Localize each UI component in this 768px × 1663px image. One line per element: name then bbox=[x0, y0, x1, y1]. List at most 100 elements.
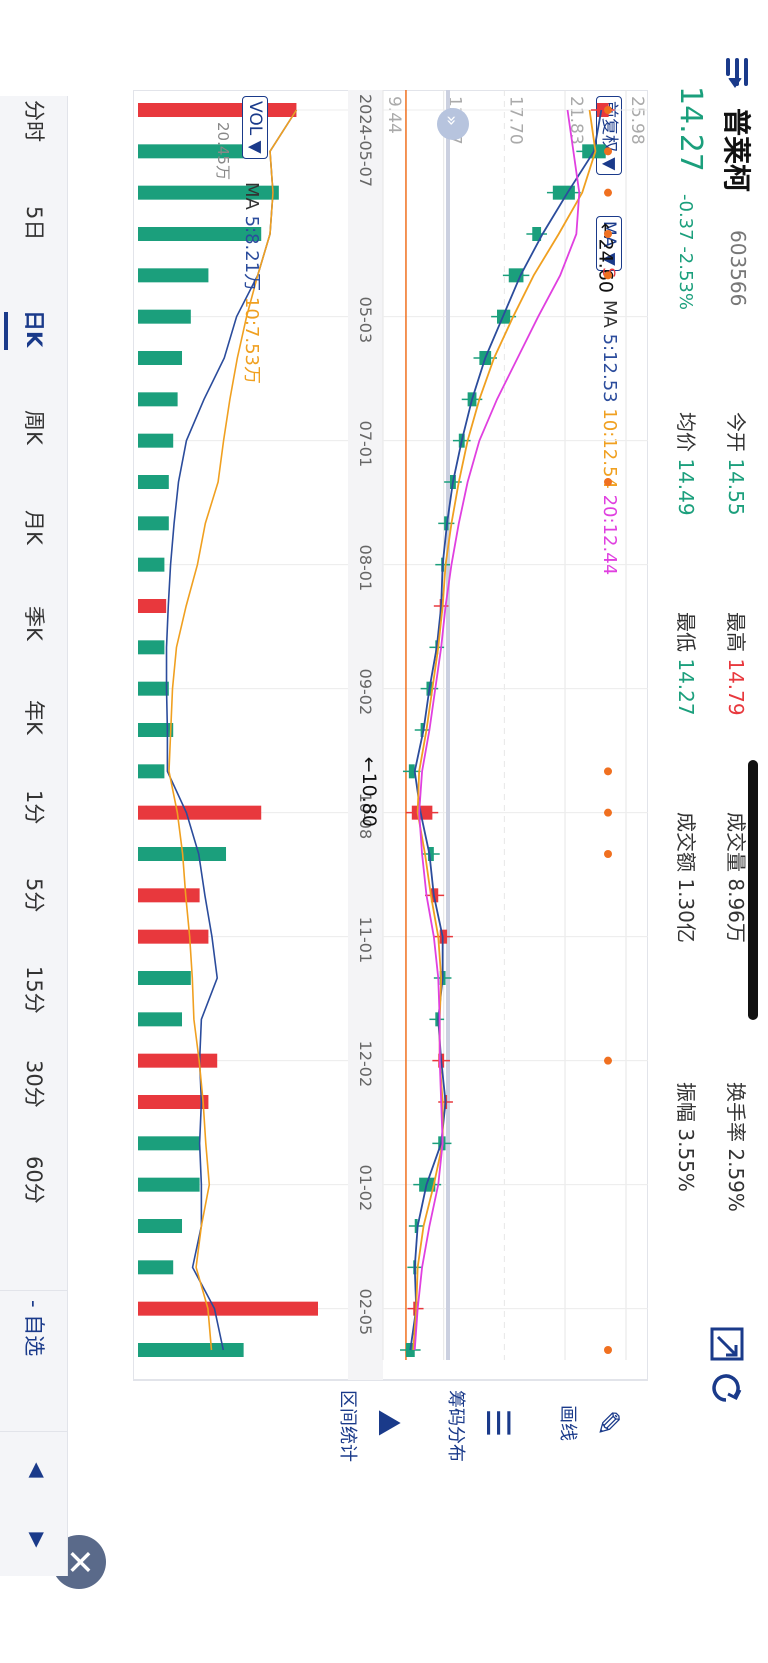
stat-5: 最低 14.27 bbox=[674, 612, 698, 716]
vol-legend: MA 5:8.21万 10:7.53万 bbox=[241, 182, 262, 384]
stock-name: 普莱柯 bbox=[720, 108, 753, 193]
event-dot-7 bbox=[604, 808, 612, 817]
home-indicator bbox=[748, 760, 758, 1020]
x-tick-4: 09-02 bbox=[356, 669, 375, 716]
volume-bar-29 bbox=[138, 1301, 318, 1316]
x-tick-7: 12-02 bbox=[356, 1041, 375, 1088]
refresh-icon[interactable] bbox=[706, 1368, 746, 1408]
event-dot-4 bbox=[604, 271, 612, 280]
chip-distribution-label[interactable]: 筹码分布 bbox=[445, 1390, 466, 1462]
volume-bar-13 bbox=[137, 640, 165, 655]
stat-1: 最高 14.79 bbox=[724, 612, 748, 716]
scroll-handle bbox=[437, 108, 469, 140]
tab-6[interactable]: 年K bbox=[22, 700, 46, 735]
event-dot-1 bbox=[604, 147, 612, 156]
stock-code: 603566 bbox=[726, 230, 750, 307]
tab-2[interactable]: 日K bbox=[22, 310, 46, 348]
volume-bar-30 bbox=[138, 1343, 244, 1357]
candle-body-16 bbox=[408, 764, 415, 779]
tab-4[interactable]: 月K bbox=[22, 510, 46, 545]
fullscreen-icon[interactable] bbox=[706, 1325, 746, 1365]
y-tick-2: 17.70 bbox=[505, 96, 525, 145]
volume-bar-20 bbox=[138, 929, 209, 944]
stat-7: 振幅 3.55% bbox=[674, 1082, 698, 1192]
volume-bar-17 bbox=[138, 805, 262, 820]
volume-bar-11 bbox=[137, 557, 165, 572]
vol-max-label: 20.45万 bbox=[214, 122, 232, 180]
vol-dropdown[interactable]: VOL ▼ bbox=[242, 96, 268, 159]
volume-bar-26 bbox=[137, 1177, 200, 1192]
volume-bar-24 bbox=[138, 1095, 209, 1109]
stat-6: 成交额 1.30亿 bbox=[674, 812, 698, 943]
tab-0[interactable]: 分时 bbox=[22, 100, 46, 142]
ma-line-MA5 bbox=[409, 109, 603, 1351]
draw-line-icon[interactable]: ✎ bbox=[589, 1409, 627, 1437]
volume-bar-0 bbox=[138, 103, 297, 117]
event-dot-5 bbox=[604, 478, 612, 486]
volume-bar-10 bbox=[138, 516, 169, 531]
x-tick-0: 2024-05-07 bbox=[356, 94, 375, 187]
tab-1[interactable]: 5日 bbox=[22, 206, 46, 241]
event-dot-6 bbox=[604, 767, 612, 776]
add-watchlist-button[interactable]: - 自选 bbox=[22, 1300, 46, 1357]
volume-bar-19 bbox=[137, 888, 200, 903]
volume-bar-14 bbox=[138, 681, 169, 696]
x-tick-6: 11-01 bbox=[356, 917, 375, 964]
x-tick-3: 08-01 bbox=[356, 545, 375, 592]
volume-bar-15 bbox=[138, 723, 174, 737]
volume-bar-7 bbox=[137, 392, 178, 407]
tab-3[interactable]: 周K bbox=[22, 410, 46, 445]
event-dot-0 bbox=[604, 106, 612, 114]
scroll-handle-icon: » bbox=[441, 115, 462, 126]
volume-bar-27 bbox=[137, 1219, 183, 1233]
volume-bar-3 bbox=[138, 227, 262, 241]
event-dot-9 bbox=[604, 1056, 612, 1065]
chip-distribution-icon[interactable]: ☰ bbox=[479, 1408, 517, 1438]
volume-bar-5 bbox=[138, 309, 191, 324]
volume-bar-21 bbox=[138, 971, 191, 985]
vol-ma-line-5 bbox=[165, 109, 298, 1351]
x-tick-9: 02-05 bbox=[356, 1289, 375, 1336]
volume-bar-8 bbox=[138, 433, 174, 448]
x-axis-band bbox=[348, 90, 383, 1380]
tab-10[interactable]: 30分 bbox=[22, 1060, 46, 1108]
range-stats-label[interactable]: 区间统计 bbox=[337, 1390, 358, 1462]
stock-change: -0.37 -2.53% bbox=[675, 194, 696, 310]
tab-9[interactable]: 15分 bbox=[22, 966, 46, 1014]
tab-8[interactable]: 5分 bbox=[22, 878, 46, 913]
tab-11[interactable]: 60分 bbox=[22, 1156, 46, 1204]
low-marker: ←10.80 bbox=[358, 757, 380, 827]
vol-ma-line-10 bbox=[168, 109, 298, 1351]
volume-bar-23 bbox=[137, 1053, 218, 1068]
stat-3: 换手率 2.59% bbox=[724, 1082, 748, 1212]
tab-7[interactable]: 1分 bbox=[22, 790, 46, 825]
prev-stock-button[interactable]: ◀ bbox=[26, 1462, 50, 1478]
side-tools: ✎ 画线 ☰ 筹码分布 ⛰ 区间统计 bbox=[133, 1380, 648, 1631]
candle-body-22 bbox=[435, 1012, 439, 1027]
volume-bar-25 bbox=[137, 1136, 200, 1151]
event-dot-10 bbox=[604, 1346, 612, 1354]
draw-line-label[interactable]: 画线 bbox=[557, 1405, 578, 1441]
volume-bar-16 bbox=[137, 764, 165, 779]
stat-4: 均价 14.49 bbox=[674, 412, 698, 516]
x-tick-8: 01-02 bbox=[356, 1165, 375, 1212]
volume-bar-2 bbox=[138, 185, 279, 200]
volume-bar-22 bbox=[137, 1012, 183, 1027]
menu-icon[interactable] bbox=[718, 54, 754, 90]
tab-5[interactable]: 季K bbox=[22, 606, 46, 641]
event-dot-2 bbox=[604, 188, 612, 197]
volume-bar-6 bbox=[137, 351, 183, 365]
volume-bar-1 bbox=[138, 144, 244, 159]
kline-chart[interactable]: 25.9821.8317.7013.579.442024-05-0705-030… bbox=[133, 90, 648, 1380]
y-tick-4: 9.44 bbox=[384, 96, 404, 134]
ma-line-MA20 bbox=[413, 109, 581, 1351]
volume-bar-4 bbox=[138, 268, 209, 283]
y-tick-0: 25.98 bbox=[627, 96, 647, 145]
range-stats-icon[interactable]: ⛰ bbox=[371, 1409, 409, 1437]
next-stock-button[interactable]: ▶ bbox=[26, 1532, 50, 1548]
x-tick-1: 05-03 bbox=[356, 297, 375, 344]
volume-bar-12 bbox=[138, 599, 167, 613]
event-dot-8 bbox=[604, 850, 612, 858]
volume-bar-9 bbox=[138, 475, 169, 489]
candle-body-3 bbox=[532, 227, 542, 241]
